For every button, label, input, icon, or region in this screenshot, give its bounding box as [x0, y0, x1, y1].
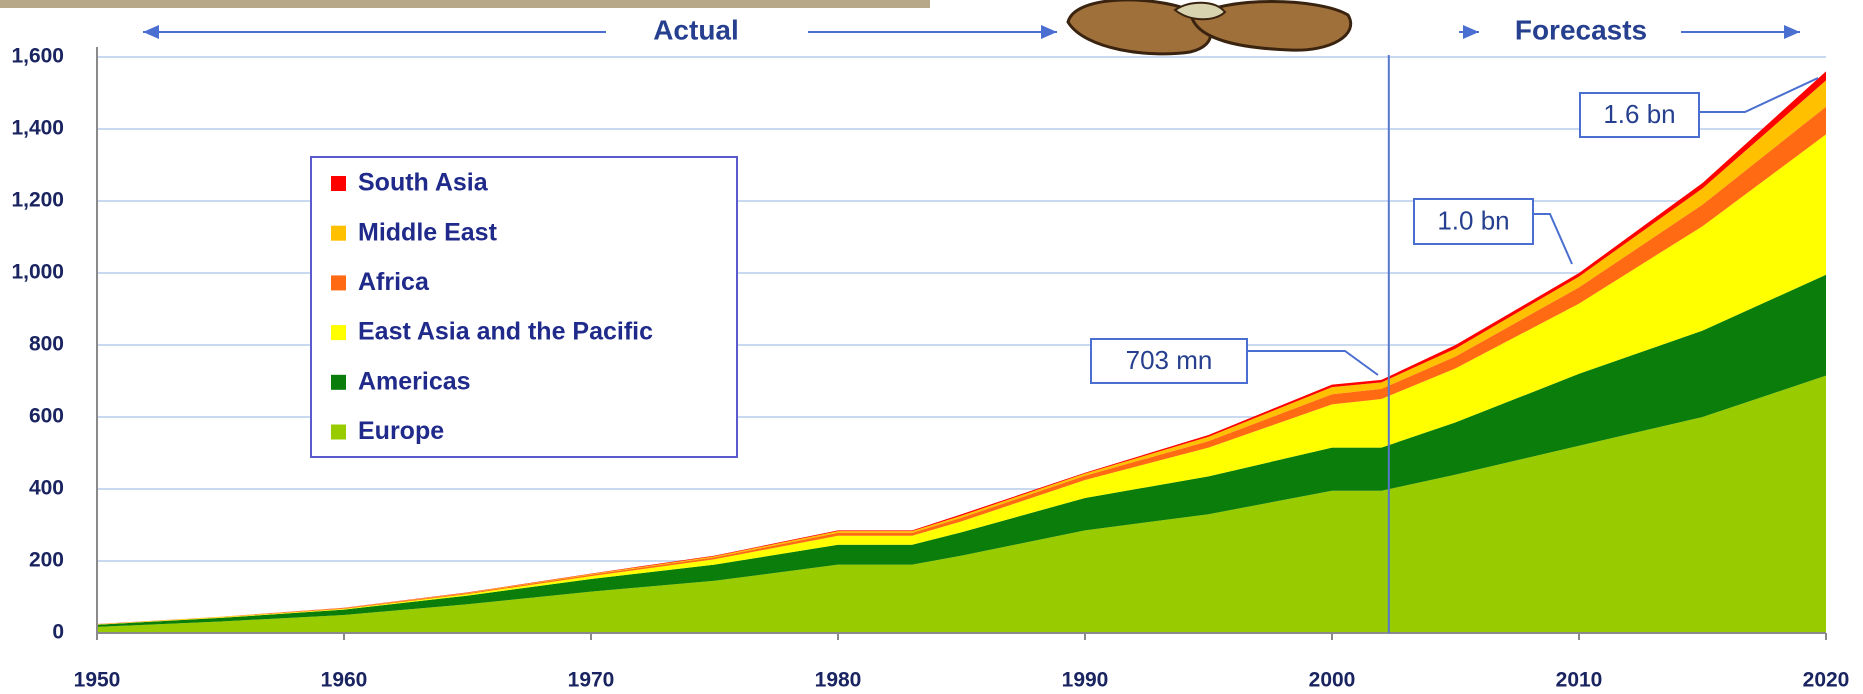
legend-swatch — [331, 425, 346, 440]
arrow-head — [1463, 25, 1479, 39]
period-label: Actual — [653, 14, 739, 45]
legend-label: Americas — [358, 367, 471, 395]
x-tick-label: 1970 — [568, 669, 615, 692]
x-tick-label: 2010 — [1556, 669, 1603, 692]
legend-swatch — [331, 375, 346, 390]
period-label: Forecasts — [1515, 14, 1647, 45]
chart: 0 200 400 600 800 1,000 1,200 1,400 1,600 1950 196… — [0, 0, 1863, 694]
legend-box — [311, 157, 737, 457]
y-tick-label: 1,200 — [11, 189, 64, 212]
leader-line — [1247, 351, 1378, 375]
y-tick-label: 600 — [29, 405, 64, 428]
leader-line — [1533, 214, 1572, 264]
legend-label: Middle East — [358, 218, 498, 246]
x-tick-label: 1950 — [74, 669, 121, 692]
legend-label: Europe — [358, 417, 444, 445]
x-tick-label: 2020 — [1803, 669, 1850, 692]
annotation: 1.0 bn — [1437, 205, 1509, 235]
y-tick-label: 0 — [52, 621, 64, 644]
y-tick-label: 1,000 — [11, 261, 64, 284]
x-tick-label: 1960 — [321, 669, 368, 692]
legend-label: Africa — [358, 268, 430, 296]
y-tick-label: 800 — [29, 333, 64, 356]
y-tick-label: 1,600 — [11, 45, 64, 68]
legend-label: East Asia and the Pacific — [358, 318, 653, 346]
y-tick-label: 400 — [29, 477, 64, 500]
x-tick-label: 1980 — [815, 669, 862, 692]
legend-swatch — [331, 325, 346, 340]
annotation: 1.6 bn — [1603, 99, 1675, 129]
arrow-head — [1041, 25, 1057, 39]
legend-swatch — [331, 226, 346, 241]
legend-label: South Asia — [358, 169, 489, 197]
y-tick-label: 1,400 — [11, 117, 64, 140]
legend-swatch — [331, 275, 346, 290]
x-tick-label: 2000 — [1309, 669, 1356, 692]
arrow-head — [143, 25, 159, 39]
legend-swatch — [331, 176, 346, 191]
annotation: 703 mn — [1126, 345, 1213, 375]
y-tick-label: 200 — [29, 549, 64, 572]
x-tick-label: 1990 — [1062, 669, 1109, 692]
arrow-head — [1784, 25, 1800, 39]
